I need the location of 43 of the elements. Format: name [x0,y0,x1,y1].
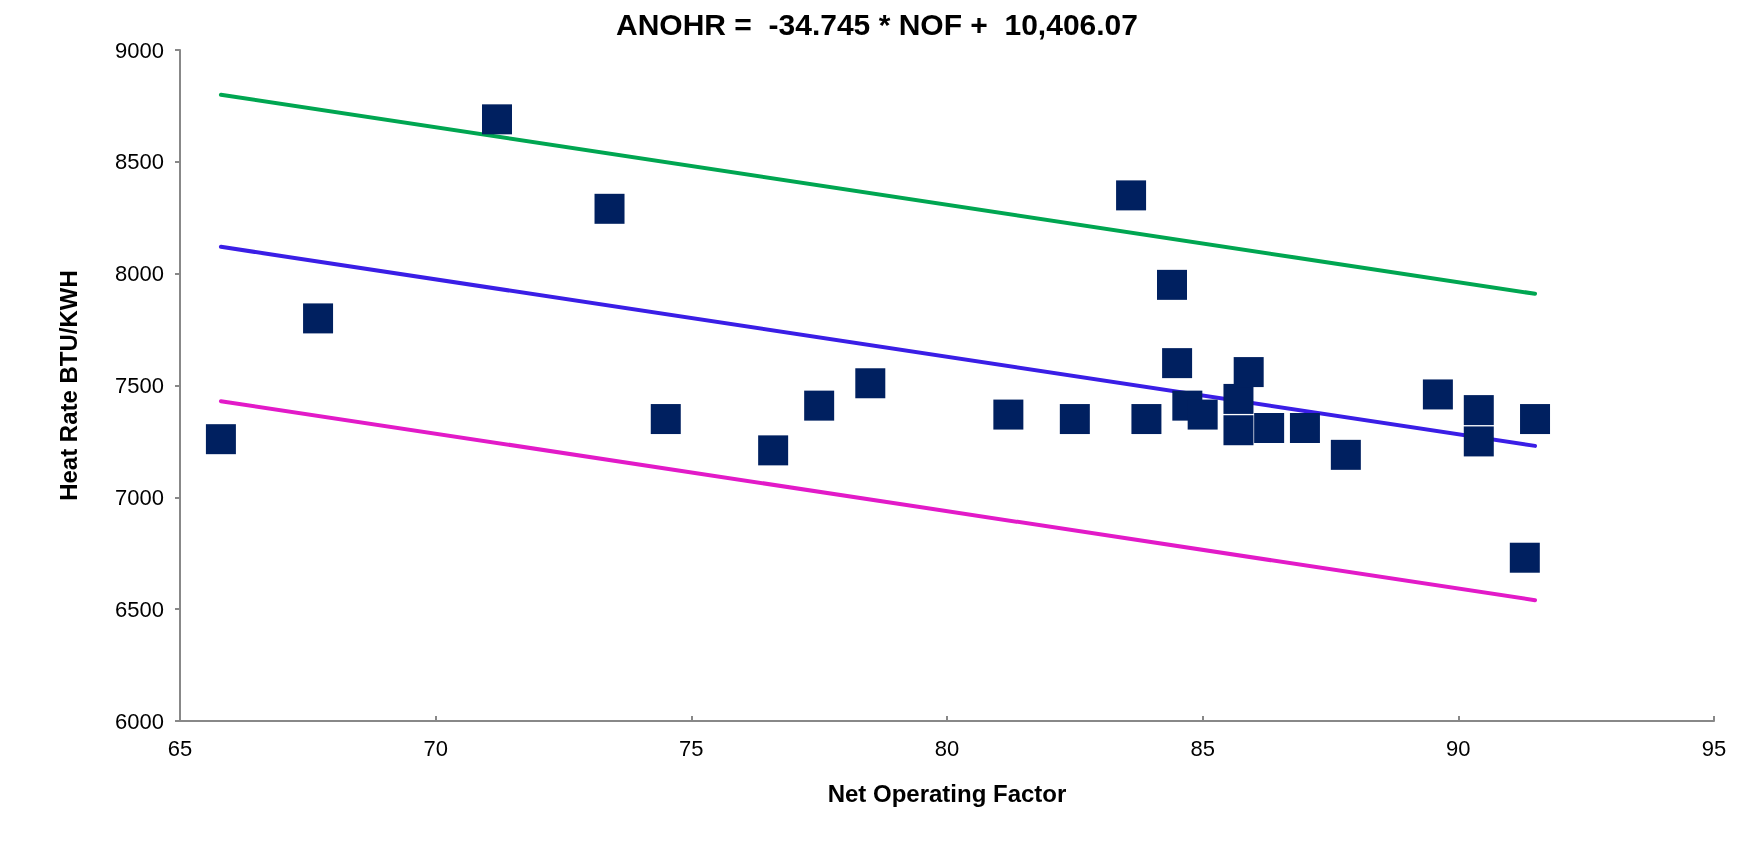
point [1254,413,1285,443]
point [1131,404,1162,435]
point [1156,269,1187,300]
y-tick-label: 6000 [115,708,164,734]
point [205,424,236,455]
y-tick-label: 6500 [115,596,164,622]
x-axis-title: Net Operating Factor [827,779,1067,807]
y-tick-label: 8500 [115,149,164,175]
point [804,390,835,421]
point [1509,542,1540,573]
y-tick-label: 7000 [115,484,164,510]
point [1520,404,1551,435]
point [594,193,625,224]
x-tick-label: 65 [167,735,193,761]
x-tick-label: 95 [1701,735,1727,761]
y-axis-title: Heat Rate BTU/KWH [54,270,82,501]
y-tick-label: 8000 [115,261,164,287]
point [303,303,334,334]
x-tick-label: 80 [934,735,960,761]
x-tick-label: 70 [423,735,448,761]
x-tick-label: 75 [679,735,704,761]
point [1330,439,1361,470]
point [1422,379,1453,410]
point [482,104,513,135]
point [1223,415,1254,446]
point [1187,399,1218,430]
point [993,399,1024,430]
point [1116,180,1147,211]
y-tick-label: 7500 [115,373,164,398]
point [1162,348,1193,379]
chart-title: ANOHR = -34.745 * NOF + 10,406.07 [616,7,1138,41]
point [1463,426,1494,457]
point [1059,404,1090,435]
x-tick-label: 90 [1446,735,1471,761]
point [1223,383,1254,414]
point [855,368,886,399]
x-tick-label: 85 [1190,735,1215,761]
point [1289,413,1320,443]
point [1463,395,1494,426]
point [1233,357,1264,388]
y-tick-label: 9000 [115,37,164,63]
point [758,435,789,466]
point [650,404,681,435]
